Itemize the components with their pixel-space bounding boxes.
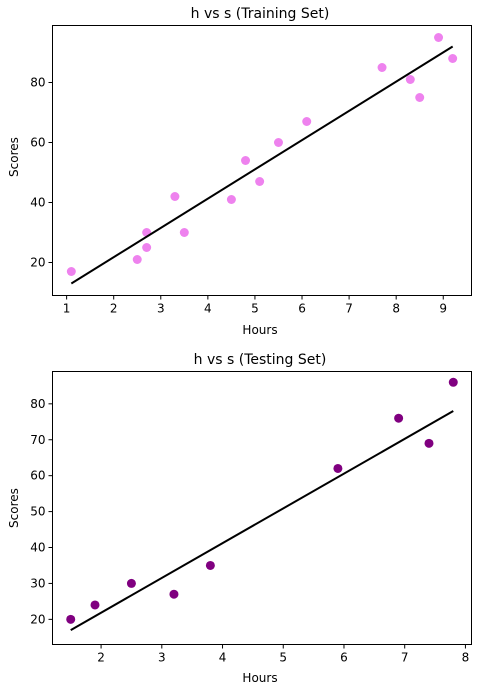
x-tick-label: 5 [279, 651, 287, 665]
y-ticks: 20 30 40 50 60 70 80 [30, 397, 53, 626]
data-point [142, 243, 152, 252]
x-tick-label: 5 [251, 302, 259, 316]
y-axis-label: Scores [7, 137, 21, 177]
x-tick-label: 2 [110, 302, 118, 316]
x-tick-label: 9 [439, 302, 447, 316]
data-point [415, 93, 425, 102]
data-point [241, 156, 251, 165]
data-point [273, 138, 283, 147]
x-tick-label: 4 [204, 302, 212, 316]
x-ticks: 1 2 3 4 5 6 7 8 9 [63, 295, 447, 316]
regression-line [70, 45, 454, 285]
x-ticks: 2 3 4 5 6 7 8 [97, 644, 470, 665]
data-point [132, 255, 142, 264]
x-tick-label: 7 [345, 302, 353, 316]
data-point [377, 63, 387, 72]
training-chart: h vs s (Training Set) Hours Scores 1 2 3 4 5… [7, 6, 472, 337]
x-tick-label: 7 [401, 651, 409, 665]
data-point [255, 177, 265, 186]
regression-line [70, 410, 454, 631]
y-tick-label: 70 [30, 433, 45, 447]
data-point [66, 267, 76, 276]
y-axis-label: Scores [7, 488, 21, 528]
data-point [226, 195, 236, 204]
y-tick-label: 20 [30, 612, 45, 626]
y-tick-label: 50 [30, 505, 45, 519]
data-point [205, 560, 215, 570]
y-tick-label: 80 [30, 397, 45, 411]
data-point [405, 75, 415, 84]
data-point [170, 192, 180, 201]
x-axis-label: Hours [242, 323, 277, 337]
x-tick-label: 3 [158, 651, 166, 665]
y-tick-label: 40 [30, 196, 45, 210]
chart-title: h vs s (Training Set) [191, 6, 330, 22]
y-tick-label: 40 [30, 541, 45, 555]
plot-frame [52, 25, 472, 296]
data-point [169, 589, 179, 599]
x-tick-label: 1 [63, 302, 71, 316]
data-point [448, 377, 458, 387]
plot-frame [52, 371, 472, 645]
data-point [90, 600, 100, 610]
x-tick-label: 4 [219, 651, 227, 665]
y-tick-label: 80 [30, 76, 45, 90]
testing-marks [66, 377, 458, 631]
y-tick-label: 20 [30, 256, 45, 270]
training-marks [66, 33, 458, 285]
x-tick-label: 2 [97, 651, 105, 665]
y-tick-label: 30 [30, 576, 45, 590]
data-point [179, 228, 189, 237]
y-tick-label: 60 [30, 136, 45, 150]
data-point [333, 463, 343, 473]
x-tick-label: 6 [298, 302, 306, 316]
x-tick-label: 3 [157, 302, 165, 316]
data-point [394, 413, 404, 423]
x-tick-label: 6 [340, 651, 348, 665]
x-tick-label: 8 [462, 651, 470, 665]
y-ticks: 20 40 60 80 [30, 76, 53, 270]
data-point [302, 117, 312, 126]
data-point [448, 54, 458, 63]
data-point [126, 578, 136, 588]
data-point [66, 614, 76, 624]
testing-chart: h vs s (Testing Set) Hours Scores 2 3 4 5 6 7… [7, 352, 472, 685]
x-axis-label: Hours [242, 671, 277, 685]
data-point [424, 438, 434, 448]
chart-title: h vs s (Testing Set) [194, 352, 327, 368]
x-tick-label: 8 [392, 302, 400, 316]
data-point [434, 33, 444, 42]
y-tick-label: 60 [30, 469, 45, 483]
